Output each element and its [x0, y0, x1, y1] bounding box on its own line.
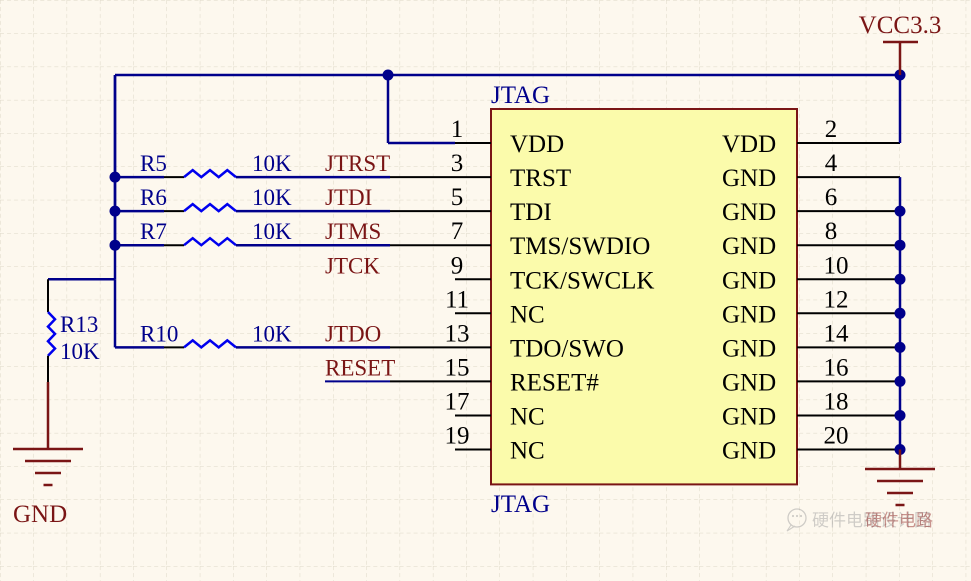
svg-text:TMS/SWDIO: TMS/SWDIO: [510, 233, 650, 260]
svg-text:JTAG: JTAG: [491, 491, 550, 518]
svg-text:20: 20: [824, 423, 849, 450]
svg-text:TDO/SWO: TDO/SWO: [510, 335, 624, 362]
svg-text:TRST: TRST: [510, 165, 571, 192]
svg-text:16: 16: [824, 354, 849, 381]
svg-text:TDI: TDI: [510, 199, 552, 226]
svg-text:10: 10: [824, 252, 849, 279]
svg-text:4: 4: [825, 150, 838, 177]
svg-text:JTRST: JTRST: [325, 151, 390, 176]
svg-text:GND: GND: [722, 233, 776, 260]
svg-text:9: 9: [451, 252, 464, 279]
svg-text:3: 3: [451, 150, 464, 177]
svg-text:7: 7: [451, 218, 464, 245]
svg-text:11: 11: [445, 286, 469, 313]
svg-text:2: 2: [825, 116, 838, 143]
svg-text:R10: R10: [140, 321, 178, 346]
svg-text:NC: NC: [510, 403, 545, 430]
svg-text:17: 17: [445, 388, 470, 415]
svg-text:10K: 10K: [252, 321, 292, 346]
svg-text:VCC3.3: VCC3.3: [859, 12, 942, 39]
svg-text:GND: GND: [722, 301, 776, 328]
svg-text:GND: GND: [722, 199, 776, 226]
svg-text:14: 14: [824, 320, 850, 347]
svg-text:RESET: RESET: [325, 355, 395, 380]
svg-text:13: 13: [445, 320, 470, 347]
svg-text:VDD: VDD: [722, 131, 776, 158]
svg-text:10K: 10K: [60, 339, 100, 364]
svg-text:JTDI: JTDI: [325, 185, 372, 210]
svg-text:R6: R6: [140, 185, 167, 210]
svg-text:15: 15: [445, 354, 470, 381]
svg-text:5: 5: [451, 184, 464, 211]
svg-text:1: 1: [451, 116, 464, 143]
svg-text:RESET#: RESET#: [510, 369, 599, 396]
svg-text:R13: R13: [60, 312, 98, 337]
svg-text:JTDO: JTDO: [325, 321, 381, 346]
svg-text:NC: NC: [510, 301, 545, 328]
svg-text:GND: GND: [722, 369, 776, 396]
svg-text:GND: GND: [722, 438, 776, 465]
svg-text:R7: R7: [140, 219, 167, 244]
svg-text:6: 6: [825, 184, 838, 211]
svg-text:18: 18: [824, 388, 849, 415]
svg-text:VDD: VDD: [510, 131, 564, 158]
svg-text:19: 19: [445, 423, 470, 450]
svg-text:10K: 10K: [252, 219, 292, 244]
svg-text:JTAG: JTAG: [491, 82, 550, 109]
svg-text:GND: GND: [722, 165, 776, 192]
svg-text:硬件电路: 硬件电路: [865, 511, 933, 530]
svg-text:8: 8: [825, 218, 838, 245]
svg-text:GND: GND: [722, 267, 776, 294]
svg-text:JTCK: JTCK: [325, 253, 380, 278]
svg-text:GND: GND: [13, 501, 67, 528]
svg-text:NC: NC: [510, 438, 545, 465]
svg-text:R5: R5: [140, 151, 167, 176]
svg-text:10K: 10K: [252, 185, 292, 210]
svg-text:GND: GND: [722, 403, 776, 430]
svg-text:10K: 10K: [252, 151, 292, 176]
svg-text:JTMS: JTMS: [325, 219, 381, 244]
svg-text:12: 12: [824, 286, 849, 313]
svg-text:GND: GND: [722, 335, 776, 362]
svg-text:TCK/SWCLK: TCK/SWCLK: [510, 267, 654, 294]
